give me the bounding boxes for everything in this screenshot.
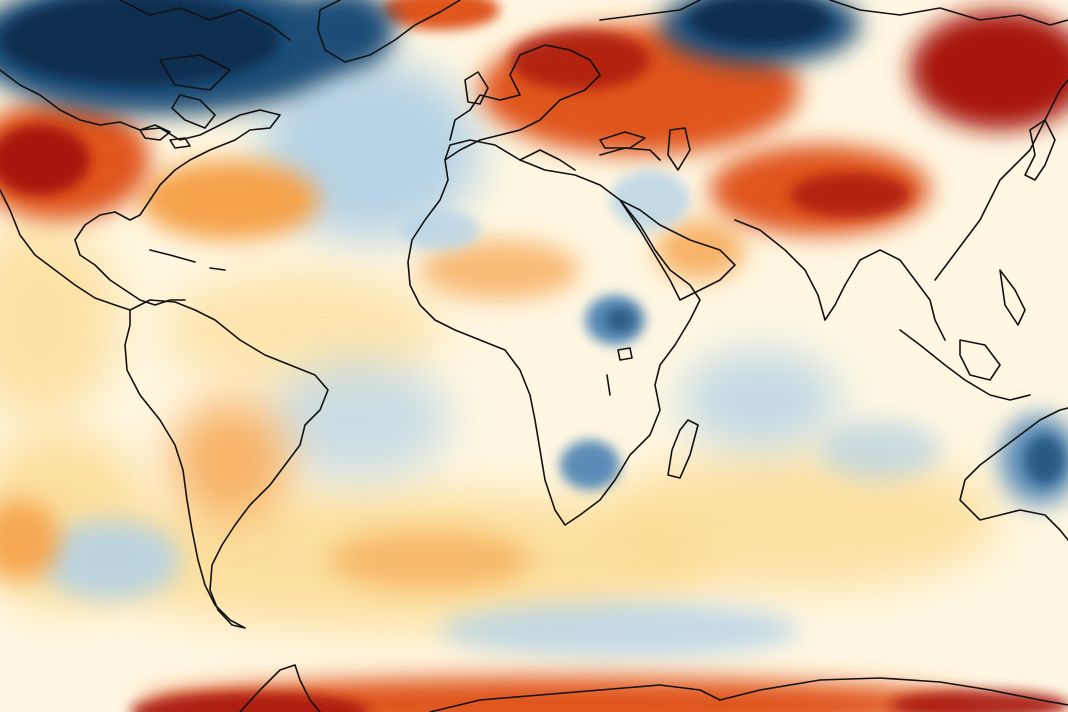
anomaly-indian-west xyxy=(680,350,840,450)
anomaly-south-pacific xyxy=(40,520,180,600)
coastline-east-asia xyxy=(934,79,1068,281)
coastline-hudson-bay xyxy=(171,94,216,129)
anomaly-greenland-south xyxy=(380,0,500,30)
anomaly-western-na-core xyxy=(0,125,90,195)
anomaly-australia-east-core xyxy=(1025,435,1065,485)
anomaly-northeast-asia xyxy=(910,10,1068,130)
coastline-antarctica xyxy=(239,664,1068,712)
coastline-great-lakes xyxy=(139,124,191,149)
anomaly-antarctic-east xyxy=(890,690,1068,712)
coastline-north-america-west xyxy=(0,189,131,311)
anomaly-mongolia-core xyxy=(790,173,910,217)
anomaly-south-atlantic-warm xyxy=(330,530,530,590)
coastline-madagascar xyxy=(667,419,699,479)
coastline-arabia xyxy=(619,199,736,301)
anomaly-tropical-atlantic xyxy=(160,270,440,390)
anomaly-indian-ocean xyxy=(600,450,1000,590)
anomaly-west-africa xyxy=(400,210,480,250)
coastline-siberia-north xyxy=(599,0,1068,26)
coastline-philippines xyxy=(999,269,1026,326)
anomaly-southern-africa xyxy=(560,440,620,490)
coastline-south-america xyxy=(124,299,329,629)
coastline-japan xyxy=(1024,119,1056,181)
anomaly-east-africa-core xyxy=(605,308,635,332)
anomaly-southern-ocean xyxy=(440,602,800,658)
anomaly-middle-east xyxy=(610,170,690,230)
anomaly-us-east-coast xyxy=(140,160,320,240)
anomaly-west-pacific-south xyxy=(0,500,60,580)
coastline-mediterranean xyxy=(519,147,661,171)
coastline-south-asia xyxy=(734,219,946,341)
anomaly-arabia xyxy=(655,220,745,280)
anomaly-siberia-arctic-core xyxy=(690,0,830,45)
anomaly-sahel xyxy=(420,240,580,300)
anomaly-australia-north xyxy=(820,420,940,480)
coastline-indonesia xyxy=(899,329,1031,401)
coastline-lake-victoria xyxy=(606,347,633,396)
anomaly-scandinavia-core xyxy=(510,30,650,90)
coastline-britain xyxy=(464,71,489,105)
anomaly-south-america xyxy=(170,400,290,520)
anomaly-canada-arctic-core xyxy=(0,0,280,85)
coastline-north-america xyxy=(0,69,281,306)
coastline-caribbean xyxy=(149,249,226,271)
anomaly-atlantic-equatorial xyxy=(270,360,450,480)
coastline-black-caspian xyxy=(599,127,691,171)
anomaly-central-pacific xyxy=(0,220,120,420)
coastline-greenland xyxy=(317,0,461,63)
coastline-arctic-islands xyxy=(119,0,291,91)
coastline-australia xyxy=(959,407,1068,541)
